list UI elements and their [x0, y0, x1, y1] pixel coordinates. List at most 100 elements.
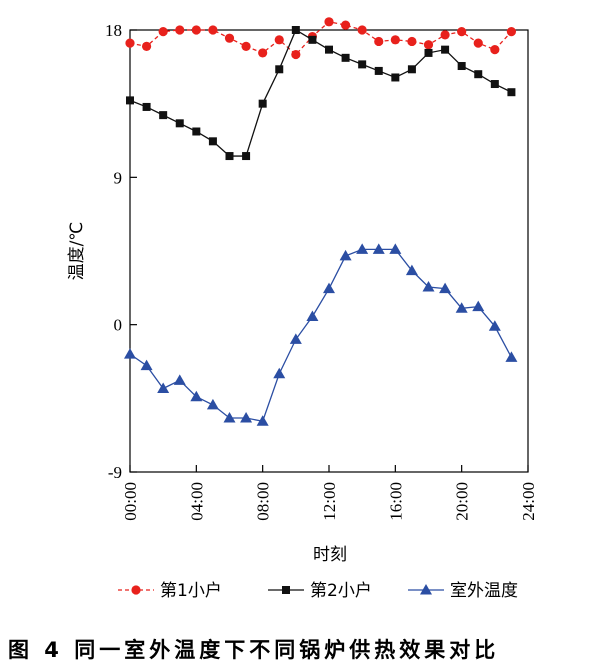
legend-marker — [420, 584, 432, 595]
data-point — [439, 282, 452, 294]
figure-caption: 图 4 同一室外温度下不同锅炉供热效果对比 — [8, 638, 500, 662]
data-point — [505, 351, 518, 362]
legend-item-3: 室外温度 — [408, 581, 518, 601]
data-point — [141, 41, 152, 51]
data-point — [389, 243, 402, 254]
data-point — [275, 65, 284, 74]
data-point — [291, 26, 300, 34]
series-line — [129, 21, 512, 56]
series-layer — [124, 17, 518, 426]
x-tick-label: 24:00 — [519, 482, 538, 521]
data-point — [159, 111, 168, 120]
data-point — [374, 66, 383, 75]
x-tick-label: 04:00 — [187, 482, 206, 521]
data-point — [140, 359, 153, 371]
data-point — [357, 25, 367, 35]
series-1 — [125, 17, 517, 60]
data-point — [224, 33, 235, 43]
data-point — [457, 62, 466, 71]
x-tick-label: 20:00 — [453, 482, 472, 521]
data-point — [441, 45, 450, 54]
data-point — [206, 398, 219, 410]
data-point — [424, 48, 433, 57]
data-point — [291, 49, 301, 60]
data-point — [126, 96, 134, 105]
line-chart: -9 0 9 18 00:00 04:00 08:00 12:00 16:00 20:00 24:0… — [67, 17, 538, 601]
data-point — [358, 60, 367, 69]
data-point — [124, 348, 136, 359]
data-point — [325, 45, 333, 54]
data-point — [306, 310, 319, 321]
x-tick-label: 08:00 — [254, 482, 273, 521]
data-point — [488, 320, 501, 331]
data-point — [407, 36, 417, 47]
data-point — [472, 300, 485, 312]
data-point — [324, 17, 334, 27]
data-point — [374, 36, 384, 47]
data-point — [273, 367, 286, 379]
legend-label: 第1小户 — [160, 581, 222, 601]
data-point — [225, 152, 234, 161]
y-tick-label: 9 — [114, 168, 123, 187]
data-point — [407, 65, 416, 74]
data-point — [173, 374, 186, 385]
data-point — [256, 415, 269, 426]
data-point — [423, 40, 434, 50]
legend-item-1: 第1小户 — [118, 581, 222, 601]
data-point — [339, 249, 352, 261]
data-point — [455, 302, 468, 313]
data-point — [158, 27, 168, 37]
data-point — [422, 281, 435, 292]
data-point — [258, 48, 268, 58]
data-point — [258, 99, 267, 108]
y-tick-label: -9 — [108, 463, 122, 482]
data-point — [289, 333, 302, 344]
x-tick-label: 16:00 — [386, 482, 405, 521]
data-point — [190, 390, 203, 402]
data-point — [474, 70, 483, 79]
legend: 第1小户 第2小户 室外温度 — [118, 581, 518, 601]
data-point — [490, 80, 499, 89]
data-point — [340, 20, 351, 30]
data-point — [440, 30, 450, 40]
data-point — [356, 243, 369, 254]
y-axis-title: 温度/℃ — [67, 222, 87, 281]
legend-label: 第2小户 — [310, 581, 372, 601]
data-point — [192, 127, 201, 136]
data-point — [208, 137, 217, 146]
series-line — [129, 248, 512, 422]
data-point — [490, 45, 500, 55]
series-3 — [124, 243, 518, 426]
x-tick-label: 12:00 — [320, 482, 339, 521]
data-point — [208, 25, 218, 35]
series-line — [129, 29, 512, 157]
y-tick-label: 18 — [105, 21, 122, 40]
data-point — [142, 102, 151, 111]
data-point — [391, 73, 400, 82]
data-point — [241, 41, 251, 51]
series-2 — [126, 26, 516, 161]
plot-frame — [129, 29, 529, 473]
data-point — [125, 38, 135, 48]
data-point — [223, 411, 236, 423]
data-point — [274, 35, 284, 45]
data-point — [390, 35, 400, 45]
legend-marker — [131, 585, 141, 595]
legend-label: 室外温度 — [450, 581, 518, 601]
data-point — [506, 27, 517, 37]
x-tick-label: 00:00 — [121, 482, 140, 521]
axes: -9 0 9 18 00:00 04:00 08:00 12:00 16:00 20:00 24:0… — [105, 21, 538, 521]
data-point — [473, 38, 483, 48]
data-point — [323, 282, 335, 294]
data-point — [240, 411, 253, 423]
data-point — [175, 119, 184, 128]
x-axis-title: 时刻 — [313, 545, 347, 565]
data-point — [341, 53, 350, 62]
data-point — [457, 27, 467, 37]
data-point — [372, 243, 385, 254]
data-point — [308, 35, 317, 44]
data-point — [242, 152, 251, 161]
data-point — [507, 88, 516, 97]
legend-marker — [282, 586, 290, 594]
legend-item-2: 第2小户 — [268, 581, 372, 601]
